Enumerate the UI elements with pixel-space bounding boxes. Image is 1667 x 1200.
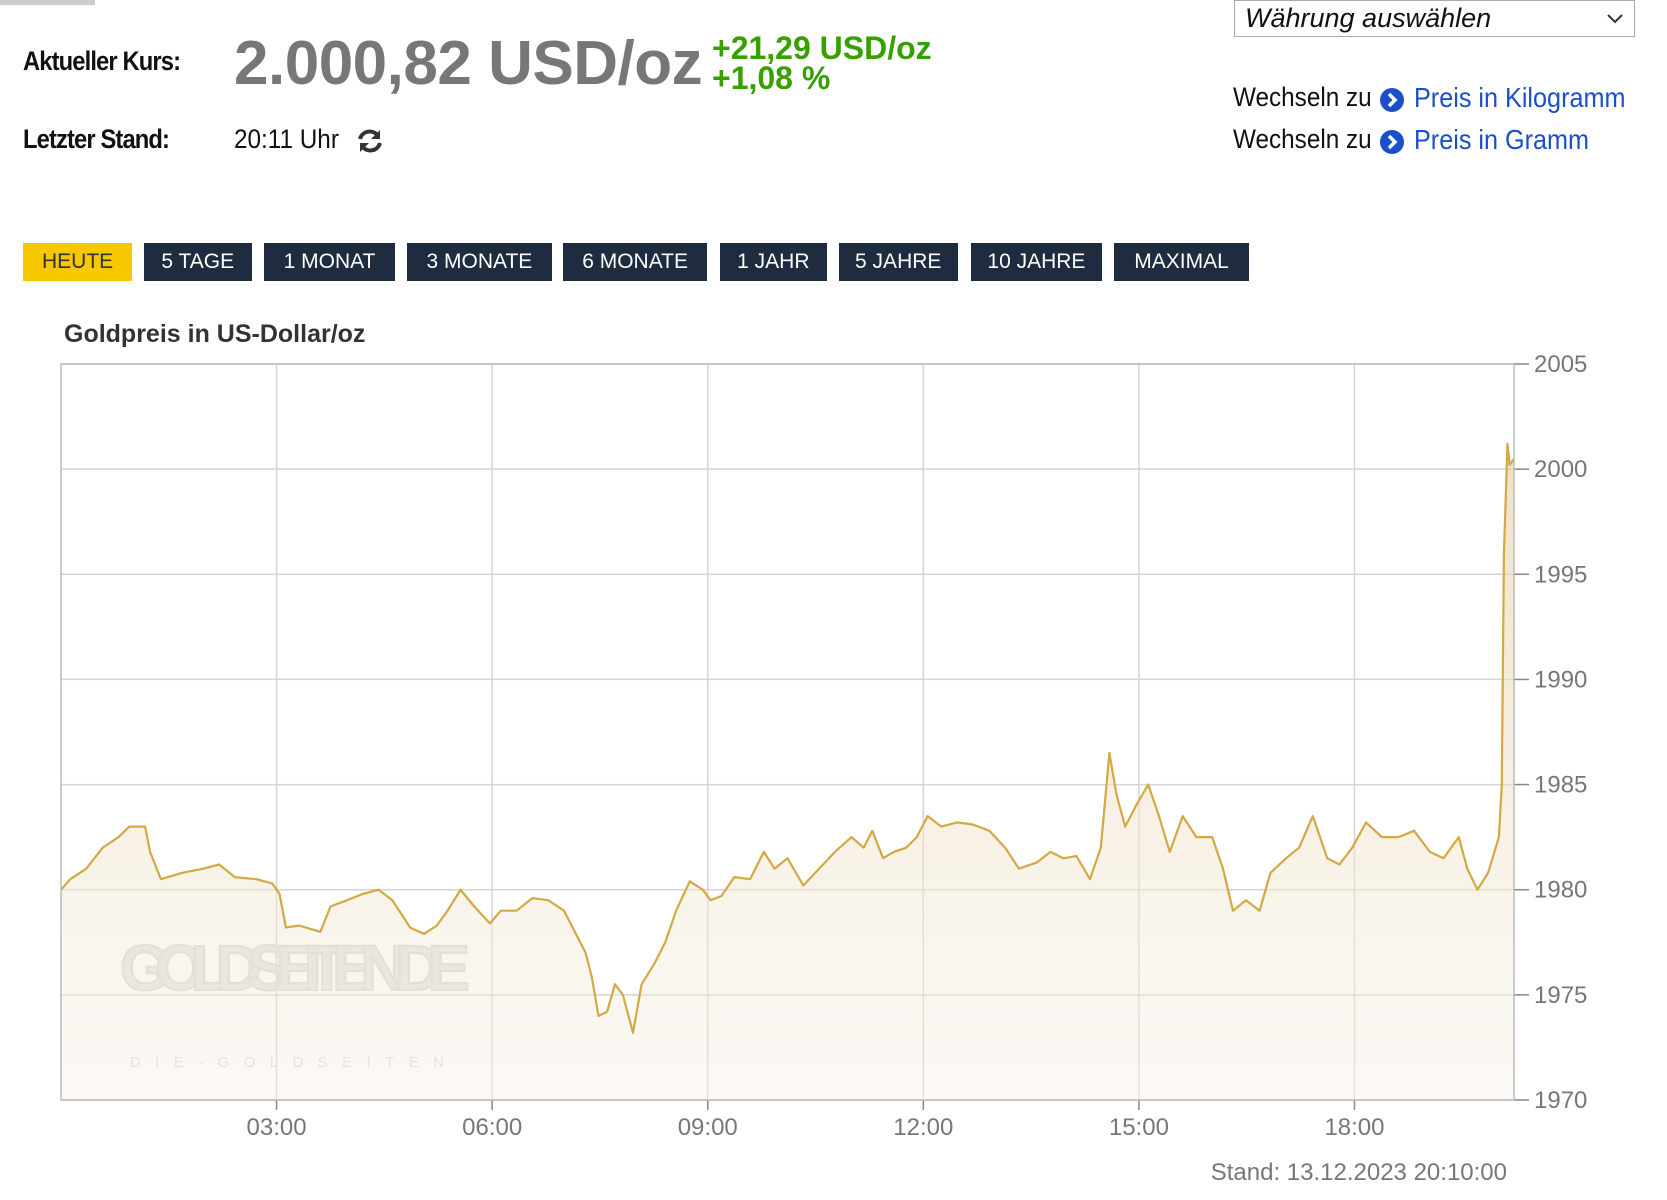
link-prefix: Wechseln zu (1233, 124, 1372, 154)
range-button[interactable]: 6 MONATE (563, 243, 707, 281)
footnote: Stand: 13.12.2023 20:10:00 (1211, 1159, 1507, 1186)
range-button[interactable]: MAXIMAL (1114, 243, 1250, 281)
change-abs: +21,29 USD/oz (712, 30, 932, 66)
y-tick-label: 1985 (1534, 772, 1587, 799)
change-pct: +1,08 % (712, 60, 831, 96)
range-button[interactable]: 1 MONAT (263, 243, 396, 281)
x-tick-label: 12:00 (893, 1114, 953, 1141)
range-button[interactable]: 1 JAHR (719, 243, 827, 281)
range-button[interactable]: 5 JAHRE (838, 243, 958, 281)
y-tick-label: 1990 (1534, 666, 1587, 693)
line (60, 442, 1515, 1034)
range-button[interactable]: HEUTE (23, 243, 132, 281)
chart-title: Goldpreis in US-Dollar/oz (64, 320, 365, 348)
x-tick-label: 15:00 (1109, 1114, 1169, 1141)
area (61, 443, 1514, 1100)
price: 2.000,82 USD/oz (234, 29, 703, 98)
y-tick-label: 1975 (1534, 982, 1587, 1009)
plot-border (60, 363, 1515, 1101)
link[interactable]: Preis in Kilogramm (1414, 82, 1626, 113)
range-button[interactable]: 5 TAGE (143, 243, 252, 281)
currency-select-text: Währung auswählen (1245, 3, 1492, 33)
x-tick-label: 03:00 (247, 1114, 307, 1141)
price-label: Aktueller Kurs: (23, 46, 181, 76)
refresh-icon[interactable] (356, 127, 384, 155)
y-tick-label: 2005 (1534, 351, 1587, 378)
link[interactable]: Preis in Gramm (1414, 124, 1590, 155)
x-tick-label: 06:00 (462, 1114, 522, 1141)
time: 20:11 Uhr (234, 124, 339, 154)
link-icon (1380, 130, 1404, 154)
range-button[interactable]: 3 MONATE (407, 243, 552, 281)
chart: Goldpreis in US-Dollar/oz GOLDSEITEN.DED… (60, 320, 1587, 1186)
link-prefix: Wechseln zu (1233, 82, 1372, 112)
range-button[interactable]: 10 JAHRE (970, 243, 1103, 281)
x-tick-label: 18:00 (1324, 1114, 1384, 1141)
y-tick-label: 1970 (1534, 1087, 1587, 1114)
chevron (1607, 14, 1623, 24)
top-bar (0, 0, 95, 5)
x-tick-label: 09:00 (678, 1114, 738, 1141)
currency-select[interactable]: Währung auswählen (1234, 0, 1635, 37)
y-tick-label: 2000 (1534, 456, 1587, 483)
y-tick-label: 1980 (1534, 877, 1587, 904)
y-tick-label: 1995 (1534, 561, 1587, 588)
link-icon (1380, 88, 1404, 112)
time-label: Letzter Stand: (23, 124, 170, 154)
